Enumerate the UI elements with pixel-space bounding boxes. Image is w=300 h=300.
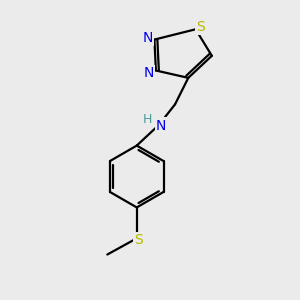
Text: S: S [134, 233, 142, 247]
Text: H: H [143, 113, 152, 126]
Text: S: S [196, 20, 205, 34]
Text: N: N [156, 118, 166, 133]
Text: N: N [143, 66, 154, 80]
Text: N: N [143, 31, 153, 45]
